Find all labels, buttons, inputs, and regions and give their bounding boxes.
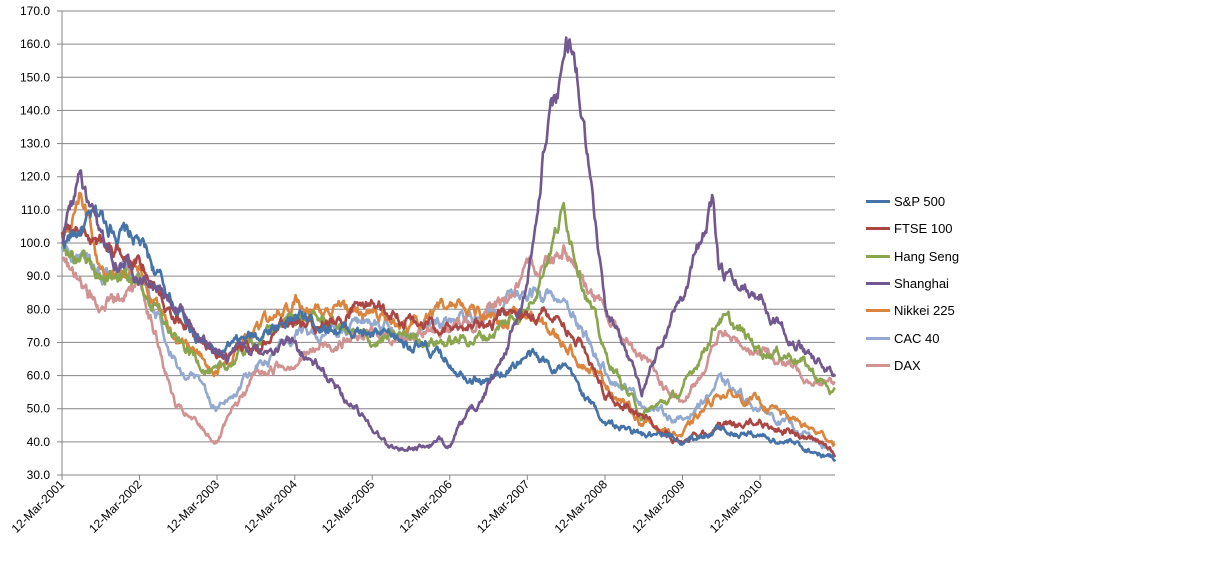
y-tick-label: 120.0 bbox=[20, 170, 50, 184]
legend-label: S&P 500 bbox=[894, 194, 946, 210]
x-tick-label: 12-Mar-2001 bbox=[9, 477, 68, 536]
legend-item: DAX bbox=[866, 352, 1016, 379]
series-line-dax bbox=[61, 244, 836, 445]
x-tick-label: 12-Mar-2005 bbox=[319, 477, 378, 536]
y-tick-label: 150.0 bbox=[20, 70, 50, 84]
x-tick-label: 12-Mar-2007 bbox=[474, 477, 533, 536]
legend-item: Shanghai bbox=[866, 270, 1016, 297]
legend: S&P 500 FTSE 100 Hang Seng Shanghai Nikkei 2… bbox=[866, 188, 1016, 379]
legend-label: Hang Seng bbox=[894, 248, 960, 264]
legend-swatch bbox=[866, 309, 890, 313]
x-tick-label: 12-Mar-2006 bbox=[396, 477, 455, 536]
y-tick-label: 30.0 bbox=[27, 468, 51, 482]
y-axis: 30.0 40.0 50.0 60.0 70.0 80.0 90.0 100.0 110.0 12… bbox=[20, 4, 63, 482]
series-line-s-p-500 bbox=[61, 204, 837, 463]
y-tick-label: 50.0 bbox=[27, 402, 51, 416]
x-tick-label: 12-Mar-2008 bbox=[552, 477, 611, 536]
y-tick-label: 140.0 bbox=[20, 103, 50, 117]
legend-swatch bbox=[866, 254, 890, 258]
legend-swatch bbox=[866, 336, 890, 340]
series-lines bbox=[60, 36, 837, 463]
legend-swatch bbox=[866, 227, 890, 231]
legend-swatch bbox=[866, 200, 890, 204]
x-tick-label: 12-Mar-2004 bbox=[241, 477, 300, 536]
y-tick-label: 90.0 bbox=[27, 269, 51, 283]
legend-label: FTSE 100 bbox=[894, 221, 953, 237]
legend-swatch bbox=[866, 282, 890, 286]
legend-item: S&P 500 bbox=[866, 188, 1016, 215]
x-tick-label: 12-Mar-2003 bbox=[164, 477, 223, 536]
legend-swatch bbox=[866, 363, 890, 367]
y-tick-label: 160.0 bbox=[20, 37, 50, 51]
legend-item: FTSE 100 bbox=[866, 215, 1016, 242]
x-tick-label: 12-Mar-2010 bbox=[707, 477, 766, 536]
legend-item: Hang Seng bbox=[866, 243, 1016, 270]
legend-label: DAX bbox=[894, 357, 921, 373]
y-tick-label: 130.0 bbox=[20, 137, 50, 151]
legend-label: Shanghai bbox=[894, 276, 949, 292]
series-line-hang-seng bbox=[61, 201, 836, 422]
x-axis: 12-Mar-2001 12-Mar-2002 12-Mar-2003 12-Mar-… bbox=[9, 475, 766, 536]
y-tick-label: 100.0 bbox=[20, 236, 50, 250]
legend-label: CAC 40 bbox=[894, 330, 940, 346]
y-tick-label: 60.0 bbox=[27, 369, 51, 383]
y-tick-label: 110.0 bbox=[21, 203, 50, 217]
legend-item: Nikkei 225 bbox=[866, 297, 1016, 324]
series-line-cac-40 bbox=[60, 244, 837, 458]
y-tick-label: 170.0 bbox=[20, 4, 50, 18]
legend-label: Nikkei 225 bbox=[894, 303, 955, 319]
y-tick-label: 80.0 bbox=[27, 302, 51, 316]
x-tick-label: 12-Mar-2002 bbox=[86, 477, 145, 536]
series-line-shanghai bbox=[60, 36, 837, 452]
legend-item: CAC 40 bbox=[866, 324, 1016, 351]
y-tick-label: 70.0 bbox=[27, 335, 51, 349]
x-tick-label: 12-Mar-2009 bbox=[629, 477, 688, 536]
y-tick-label: 40.0 bbox=[27, 435, 51, 449]
